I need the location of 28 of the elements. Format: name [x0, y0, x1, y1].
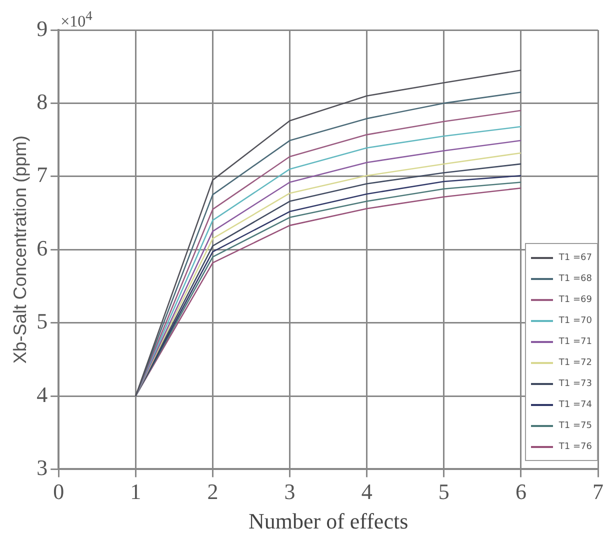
legend-label: T1 =72: [558, 358, 592, 368]
x-tick-label: 1: [130, 479, 142, 504]
x-tick-label: 3: [284, 479, 296, 504]
legend-label: T1 =70: [558, 316, 592, 326]
x-tick-label: 2: [207, 479, 218, 504]
x-axis-title: Number of effects: [248, 508, 408, 534]
legend-label: T1 =73: [558, 378, 592, 389]
y-tick-label: 4: [36, 382, 48, 407]
y-tick-label: 5: [36, 308, 48, 334]
x-tick-label: 0: [53, 479, 64, 504]
legend-label: T1 =69: [558, 294, 592, 305]
y-tick-label: 6: [36, 235, 48, 260]
legend-label: T1 =75: [558, 420, 592, 431]
y-axis-title: Xb-Salt Concentration (ppm): [10, 136, 30, 364]
y-tick-label: 8: [36, 88, 48, 114]
x-tick-label: 7: [592, 479, 604, 504]
x-tick-label: 5: [438, 479, 450, 504]
x-tick-label: 4: [361, 479, 372, 504]
legend-label: T1 =71: [558, 336, 592, 347]
legend-label: T1 =76: [558, 442, 592, 452]
y-tick-label: 3: [36, 454, 48, 480]
x-tick-label: 6: [515, 479, 526, 504]
legend-label: T1 =74: [558, 400, 592, 410]
legend-label: T1 =68: [558, 274, 592, 284]
y-tick-label: 7: [36, 162, 48, 188]
annotation: ×10$^{4}$: [60, 8, 92, 32]
legend-label: T1 =67: [558, 252, 592, 263]
y-tick-label: 9: [36, 16, 48, 41]
